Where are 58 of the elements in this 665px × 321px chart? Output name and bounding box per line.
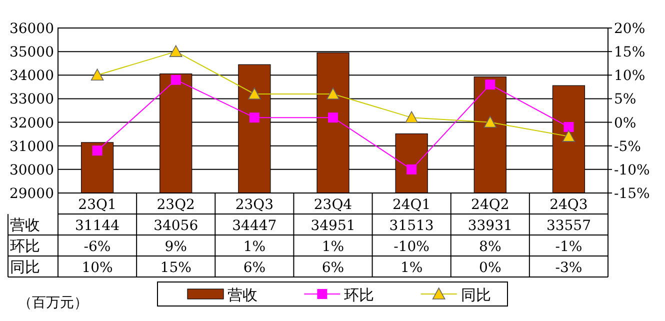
- x-tick-label: 24Q2: [471, 197, 510, 213]
- y2-tick-label: 15%: [614, 44, 646, 61]
- x-tick-label: 23Q4: [314, 197, 352, 213]
- text: 环比: [10, 237, 40, 255]
- point: [92, 146, 102, 156]
- y2-tick-label: 20%: [614, 21, 646, 37]
- y-tick-label: 30000: [9, 162, 54, 178]
- legend-label: 同比: [460, 286, 491, 304]
- x-tick-label: 24Q3: [550, 197, 588, 213]
- data-label: 33931: [468, 218, 512, 234]
- y-tick-label: 29000: [9, 186, 54, 202]
- y2-tick-label: 10%: [614, 68, 646, 84]
- point: [406, 164, 417, 174]
- data-label: 6%: [322, 260, 344, 276]
- legend-label: 环比: [344, 286, 374, 304]
- data-label: 9%: [164, 239, 187, 255]
- data-label: 15%: [160, 260, 192, 276]
- data-label: 31144: [75, 218, 120, 234]
- y2-tick-label: -10%: [614, 162, 650, 178]
- data-label: -6%: [84, 239, 111, 255]
- data-label: 34447: [232, 218, 277, 234]
- data-label: 6%: [243, 260, 266, 276]
- y-tick-label: 36000: [9, 21, 54, 37]
- y2-tick-label: -5%: [614, 138, 641, 155]
- data-label: 1%: [243, 239, 266, 255]
- data-label: 8%: [479, 239, 502, 255]
- x-tick-label: 24Q1: [392, 197, 431, 213]
- y-tick-label: 35000: [9, 44, 54, 61]
- data-label: 33557: [546, 218, 591, 234]
- x-tick-label: 23Q1: [78, 197, 116, 213]
- text: 同比: [10, 258, 40, 276]
- point: [564, 122, 574, 132]
- x-tick-label: 23Q2: [156, 197, 195, 213]
- point: [249, 112, 260, 123]
- legend-label: 营收: [228, 286, 258, 304]
- point: [485, 80, 496, 90]
- data-label: 0%: [479, 260, 502, 276]
- data-label: -1%: [555, 239, 582, 255]
- y-tick-label: 33000: [9, 92, 54, 108]
- point: [170, 74, 181, 85]
- y2-tick-label: -15%: [614, 186, 650, 202]
- y2-tick-label: 5%: [614, 92, 636, 108]
- data-label: -3%: [555, 260, 582, 276]
- x-tick-label: 23Q3: [235, 197, 274, 213]
- data-label: -10%: [394, 239, 430, 255]
- data-label: 34056: [154, 218, 198, 234]
- y-tick-label: 34000: [9, 68, 54, 84]
- data-label: 1%: [400, 260, 423, 276]
- data-label: 1%: [322, 239, 344, 255]
- text: 营收: [10, 216, 40, 234]
- text: （百万元）: [18, 295, 88, 311]
- data-label: 34951: [310, 218, 356, 234]
- point: [328, 112, 338, 123]
- data-label: 10%: [82, 260, 113, 276]
- y-tick-label: 31000: [9, 138, 54, 155]
- y-tick-label: 32000: [9, 115, 54, 132]
- data-label: 31513: [389, 218, 434, 234]
- y2-tick-label: 0%: [614, 115, 636, 132]
